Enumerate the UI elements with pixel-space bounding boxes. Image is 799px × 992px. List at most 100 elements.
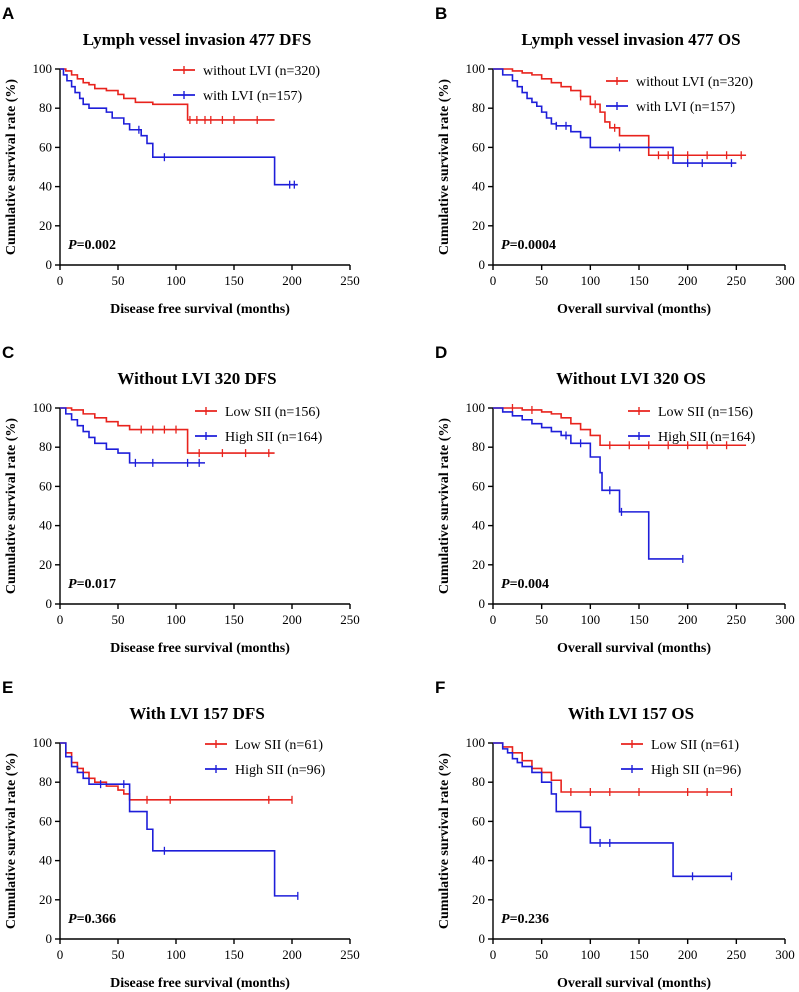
y-tick-label: 60 [39,139,52,154]
legend-entry: High SII (n=164) [195,430,323,445]
y-tick-label: 20 [39,557,52,572]
chart-title: Lymph vessel invasion 477 DFS [83,30,312,49]
survival-curve [60,742,298,897]
x-tick-label: 300 [775,612,795,627]
series-second [493,407,684,563]
chart-title: With LVI 157 DFS [129,704,265,723]
legend-label: with LVI (n=157) [203,89,302,104]
y-tick-label: 20 [472,892,485,907]
series-first [493,742,733,796]
legend-entry: Low SII (n=61) [205,738,323,753]
x-tick-label: 250 [340,273,360,288]
survival-curve [493,68,747,157]
x-tick-label: 200 [282,273,302,288]
x-tick-label: 150 [629,612,649,627]
legend-label: Low SII (n=156) [658,405,753,420]
legend-entry: High SII (n=96) [205,763,326,778]
y-axis-label: Cumulative survival rate (%) [4,753,19,929]
legend-label: Low SII (n=61) [235,738,323,753]
series-first [60,407,275,458]
x-tick-label: 100 [166,612,186,627]
y-tick-label: 40 [39,179,52,194]
legend-label: Low SII (n=156) [225,405,320,420]
y-tick-label: 80 [39,774,52,789]
legend-label: High SII (n=96) [651,763,742,778]
p-value-symbol: P [68,238,77,253]
x-tick-label: 50 [112,273,125,288]
series-first [60,68,275,124]
legend-label: High SII (n=96) [235,763,326,778]
survival-curve [60,407,275,454]
survival-curve [60,407,205,464]
p-value-symbol: P [501,912,510,927]
panel-e: E With LVI 157 DFS 0 20 40 60 80 100 0 50 100 150 20… [2,678,360,991]
series-second [60,407,205,467]
x-tick-label: 200 [678,947,698,962]
legend-label: High SII (n=164) [225,430,323,445]
p-value-symbol: P [501,238,510,253]
panel-letter: A [2,4,14,23]
series-second [493,742,733,881]
x-tick-label: 250 [727,612,747,627]
p-value-number: =0.366 [77,912,116,927]
legend-entry: without LVI (n=320) [173,64,320,79]
p-value-symbol: P [501,577,510,592]
y-axis-label: Cumulative survival rate (%) [437,79,452,255]
panel-c: C Without LVI 320 DFS 0 20 40 60 80 100 0 50 100 15… [2,343,360,656]
x-tick-label: 200 [282,947,302,962]
survival-curve [493,407,683,560]
panel-letter: B [435,4,447,23]
chart-title: Without LVI 320 OS [556,369,706,388]
x-tick-label: 100 [166,273,186,288]
legend-entry: with LVI (n=157) [606,100,735,115]
x-axis-label: Disease free survival (months) [110,641,290,656]
x-tick-label: 0 [57,947,64,962]
y-tick-label: 80 [472,439,485,454]
x-tick-label: 50 [535,947,548,962]
series-first [493,68,747,160]
x-tick-label: 200 [282,612,302,627]
y-tick-label: 20 [472,557,485,572]
y-tick-label: 100 [33,735,53,750]
y-tick-label: 40 [472,853,485,868]
legend-entry: High SII (n=164) [628,430,756,445]
y-tick-label: 60 [39,478,52,493]
legend-entry: High SII (n=96) [621,763,742,778]
x-tick-label: 150 [224,947,244,962]
x-tick-label: 50 [112,612,125,627]
p-value-symbol: P [68,912,77,927]
panel-d: D Without LVI 320 OS 0 20 40 60 80 100 0 50 100 150… [435,343,795,656]
x-tick-label: 100 [581,273,601,288]
x-tick-label: 50 [535,273,548,288]
y-tick-label: 100 [33,400,53,415]
legend-entry: Low SII (n=156) [195,405,320,420]
y-tick-label: 60 [39,813,52,828]
legend-entry: with LVI (n=157) [173,89,302,104]
chart-title: With LVI 157 OS [568,704,694,723]
y-tick-label: 100 [466,400,486,415]
y-tick-label: 40 [472,518,485,533]
x-tick-label: 50 [535,612,548,627]
p-value-symbol: P [68,577,77,592]
x-axis-label: Overall survival (months) [557,976,711,991]
p-value: P=0.366 [68,912,116,927]
y-tick-label: 20 [39,892,52,907]
y-tick-label: 0 [46,931,53,946]
p-value: P=0.004 [501,577,549,592]
x-tick-label: 100 [166,947,186,962]
y-tick-label: 20 [39,218,52,233]
x-tick-label: 250 [340,947,360,962]
legend-label: without LVI (n=320) [636,75,753,90]
x-tick-label: 250 [340,612,360,627]
x-tick-label: 250 [727,947,747,962]
y-axis-label: Cumulative survival rate (%) [437,418,452,594]
y-tick-label: 20 [472,218,485,233]
p-value-number: =0.002 [77,238,116,253]
survival-curve [60,68,275,121]
legend-label: without LVI (n=320) [203,64,320,79]
legend-label: with LVI (n=157) [636,100,735,115]
panel-letter: D [435,343,447,362]
p-value: P=0.0004 [501,238,556,253]
y-axis-label: Cumulative survival rate (%) [437,753,452,929]
y-tick-label: 80 [472,100,485,115]
